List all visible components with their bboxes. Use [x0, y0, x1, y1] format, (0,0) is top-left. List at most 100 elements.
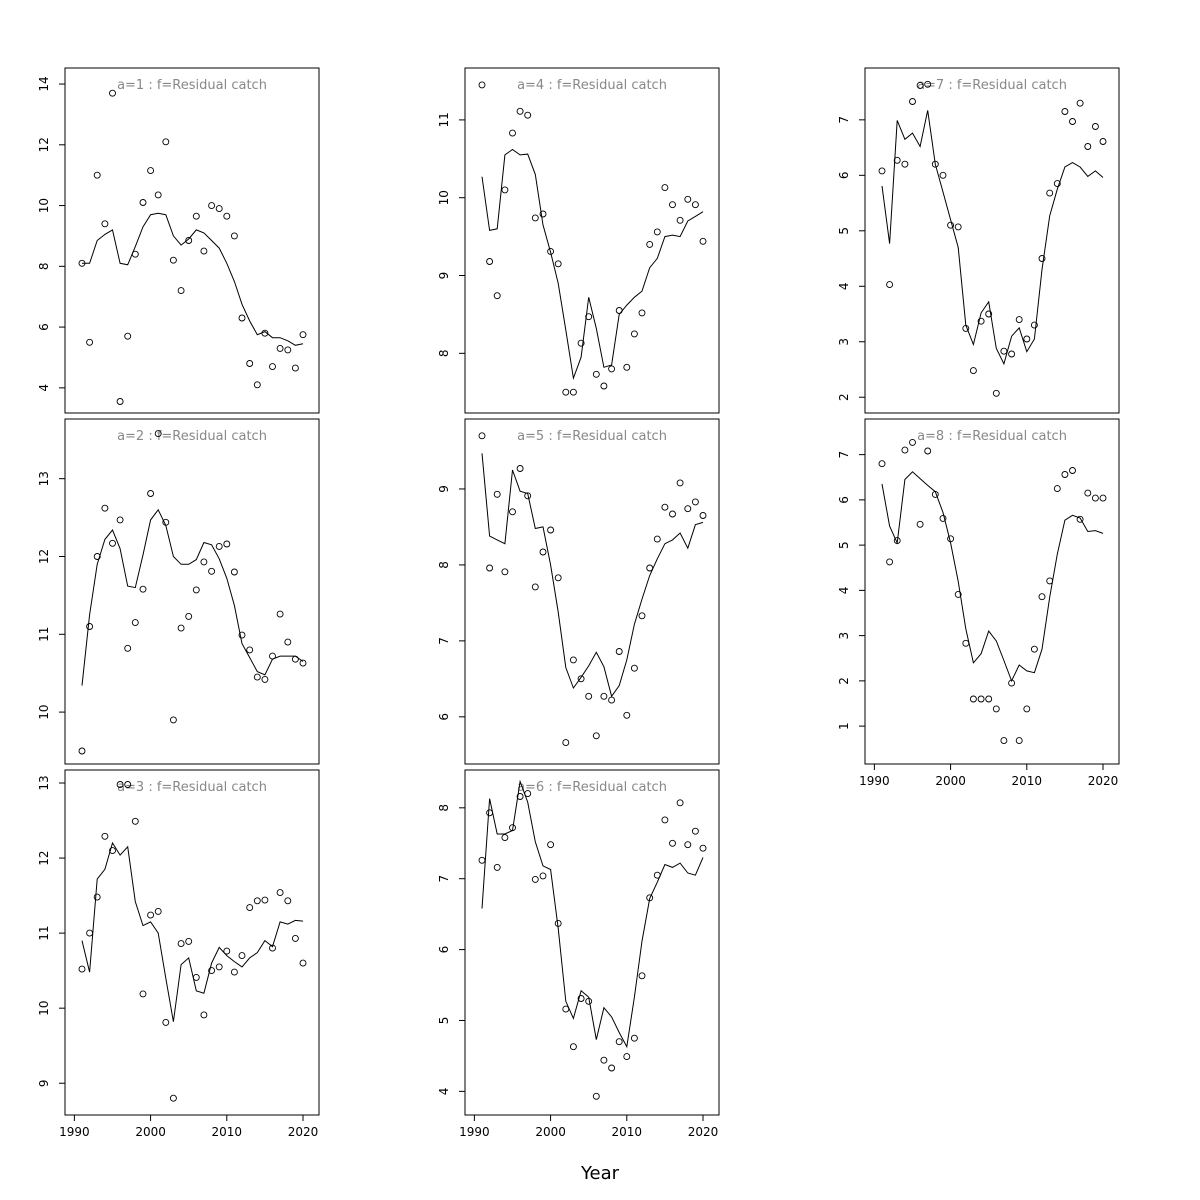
x-tick-label: 2020 [1088, 774, 1119, 788]
data-point [1076, 99, 1084, 107]
data-point [200, 247, 208, 255]
data-point [985, 310, 993, 318]
data-point [139, 585, 147, 593]
data-point [1015, 316, 1023, 324]
y-tick-label: 7 [437, 875, 451, 883]
data-point [478, 856, 486, 864]
data-point [1023, 705, 1031, 713]
data-point [93, 171, 101, 179]
data-point [547, 526, 555, 534]
data-point [1076, 515, 1084, 523]
data-point [1038, 593, 1046, 601]
data-point [139, 990, 147, 998]
panel-a3: a=3 : f=Residual catch 9 10 11 12 13 1990 2000 2… [37, 769, 320, 1139]
data-point [562, 1005, 570, 1013]
panel-frame [464, 769, 720, 1116]
data-point [992, 389, 1000, 397]
data-point [230, 568, 238, 576]
data-point [615, 307, 623, 314]
data-point [131, 817, 139, 825]
y-tick-label: 10 [37, 198, 51, 213]
data-point [585, 997, 593, 1005]
data-point [493, 863, 501, 871]
data-point [192, 973, 200, 981]
data-point [615, 1038, 623, 1046]
data-point [230, 232, 238, 240]
data-point [669, 201, 676, 209]
data-point [284, 346, 292, 354]
data-point [1069, 118, 1076, 125]
data-point [699, 237, 707, 245]
data-point [676, 799, 684, 807]
data-point [939, 171, 947, 179]
y-tick-label: 12 [37, 549, 51, 564]
data-point [185, 937, 193, 945]
data-point [878, 167, 886, 175]
data-point [86, 338, 94, 346]
data-point [1030, 645, 1038, 653]
data-point [962, 324, 970, 332]
data-point [291, 655, 299, 663]
y-tick-label: 6 [437, 946, 451, 954]
data-point [486, 564, 494, 572]
data-point [509, 129, 516, 137]
y-tick-label: 2 [837, 393, 851, 401]
data-point [101, 220, 109, 228]
data-point [169, 1094, 177, 1102]
y-tick-label: 11 [37, 925, 51, 940]
y-tick-label: 2 [837, 677, 851, 685]
data-point [78, 965, 86, 973]
panel-title: a=8 : f=Residual catch [917, 429, 1067, 444]
data-point [200, 558, 208, 566]
data-point [215, 963, 223, 971]
data-point [638, 309, 646, 317]
panel-a1: a=1 : f=Residual catch 4 6 8 10 12 14 [37, 67, 320, 414]
y-tick-label: 8 [437, 804, 451, 812]
data-point [109, 539, 116, 547]
data-point [1030, 321, 1038, 329]
data-point [192, 212, 200, 220]
panel-a5: a=5 : f=Residual catch 6 7 8 9 [437, 418, 720, 765]
data-point [977, 695, 985, 703]
data-point [116, 516, 124, 524]
data-point [501, 568, 509, 576]
data-point [223, 540, 231, 548]
data-point [699, 844, 707, 852]
panel-a6: a=6 : f=Residual catch 4 5 6 7 8 1990 2000 2010 2… [437, 769, 720, 1139]
y-tick-label: 7 [837, 451, 851, 459]
data-point [531, 875, 539, 883]
panel-title: a=1 : f=Residual catch [117, 78, 267, 93]
x-tick-label: 2000 [535, 1125, 566, 1139]
data-point [684, 505, 692, 513]
data-point [208, 967, 216, 975]
panel-title: a=4 : f=Residual catch [517, 78, 667, 93]
data-point [562, 388, 570, 396]
x-tick-label: 2000 [135, 1125, 166, 1139]
data-point [284, 897, 292, 905]
data-point [253, 673, 261, 681]
x-tick-label: 1990 [59, 1125, 90, 1139]
data-point [623, 711, 631, 719]
data-point [909, 438, 916, 446]
panel-frame [64, 769, 320, 1116]
panel-frame [64, 67, 320, 414]
y-tick-label: 10 [437, 190, 451, 205]
y-tick-label: 11 [37, 627, 51, 642]
data-point [501, 186, 509, 194]
data-point [1061, 108, 1069, 115]
data-point [1053, 485, 1061, 493]
x-tick-label: 2000 [935, 774, 966, 788]
y-tick-label: 9 [437, 272, 451, 280]
data-point [154, 430, 162, 438]
data-point [124, 781, 132, 788]
x-tick-label: 2010 [212, 1125, 243, 1139]
data-point [261, 896, 269, 904]
data-point [215, 205, 223, 213]
data-point [1091, 494, 1099, 502]
panel-title: a=6 : f=Residual catch [517, 780, 667, 795]
data-point [878, 460, 886, 468]
y-tick-label: 4 [437, 1088, 451, 1096]
data-point [691, 827, 699, 835]
data-point [493, 490, 501, 498]
